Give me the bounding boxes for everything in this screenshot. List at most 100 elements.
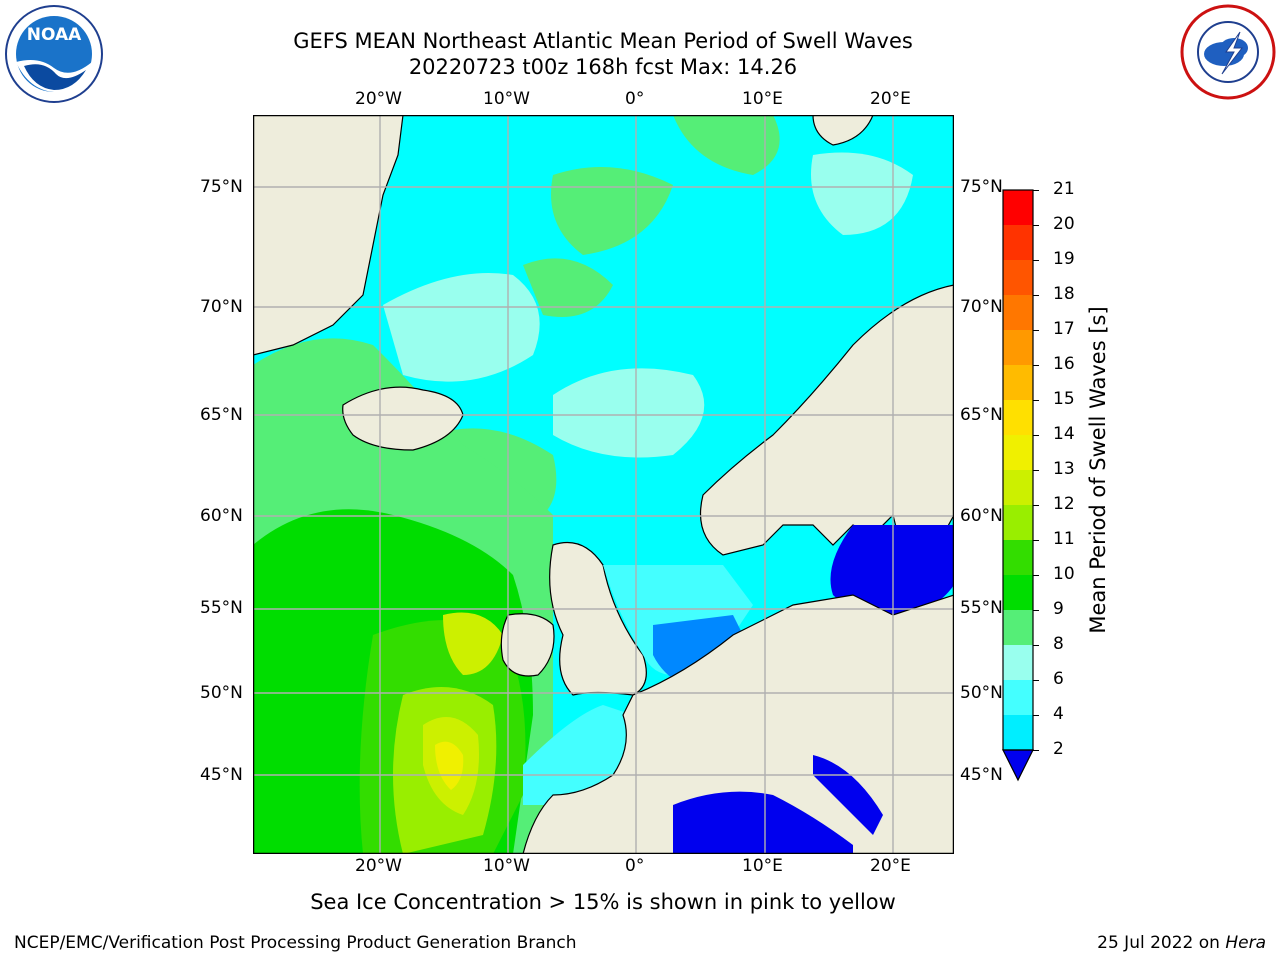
colorbar-tick-mark	[1033, 225, 1039, 226]
colorbar-tick-label: 15	[1053, 389, 1075, 409]
colorbar-tick-label: 12	[1053, 494, 1075, 514]
colorbar-tick-label: 9	[1053, 599, 1064, 619]
svalbard	[812, 115, 874, 146]
swell-period-map	[253, 115, 954, 854]
lon-label-top: 10°W	[483, 89, 530, 109]
credit-date: 25 Jul 2022 on	[1097, 933, 1226, 953]
colorbar-tick-mark	[1033, 190, 1039, 191]
swell-8-9s-north3	[811, 152, 913, 235]
colorbar-band	[1003, 715, 1033, 751]
colorbar-tick-label: 11	[1053, 529, 1075, 549]
colorbar-band	[1003, 575, 1033, 611]
colorbar-band	[1003, 260, 1033, 296]
colorbar-band	[1003, 610, 1033, 646]
lat-label-right: 70°N	[960, 297, 1003, 317]
noaa-logo-text: NOAA	[27, 25, 82, 45]
colorbar-band	[1003, 680, 1033, 716]
lat-label-right: 75°N	[960, 177, 1003, 197]
lon-label-bottom: 10°W	[483, 856, 530, 876]
lat-label-left: 70°N	[200, 297, 243, 317]
colorbar-band	[1003, 295, 1033, 331]
colorbar-tick-mark	[1033, 400, 1039, 401]
greenland	[253, 115, 404, 356]
colorbar-tick-label: 14	[1053, 424, 1075, 444]
colorbar-extend-arrow	[1002, 749, 1034, 782]
colorbar-band	[1003, 400, 1033, 436]
colorbar-tick-mark	[1033, 715, 1039, 716]
colorbar-tick-mark	[1033, 680, 1039, 681]
colorbar-tick-mark	[1033, 365, 1039, 366]
lon-label-top: 10°E	[742, 89, 783, 109]
lat-label-right: 60°N	[960, 506, 1003, 526]
credit-left: NCEP/EMC/Verification Post Processing Pr…	[14, 933, 577, 953]
colorbar-label: Mean Period of Swell Waves [s]	[1086, 306, 1110, 634]
noaa-logo: NOAA	[5, 5, 103, 103]
swell-8-9s-north2	[553, 368, 705, 458]
lon-label-bottom: 20°W	[355, 856, 402, 876]
map-subtitle: 20220723 t00z 168h fcst Max: 14.26	[408, 55, 798, 79]
colorbar-tick-label: 21	[1053, 179, 1075, 199]
colorbar-tick-mark	[1033, 505, 1039, 506]
colorbar-band	[1003, 645, 1033, 681]
colorbar-tick-mark	[1033, 645, 1039, 646]
north-sea	[603, 565, 753, 675]
colorbar	[1002, 189, 1034, 782]
baltic-sea	[830, 525, 954, 615]
colorbar-tick-label: 10	[1053, 564, 1075, 584]
colorbar-tick-label: 2	[1053, 739, 1064, 759]
lat-label-right: 45°N	[960, 765, 1003, 785]
swell-14s-max	[435, 741, 464, 790]
colorbar-band	[1003, 435, 1033, 471]
colorbar-band	[1003, 505, 1033, 541]
swell-9-10s-north2	[673, 115, 780, 175]
colorbar-tick-mark	[1033, 610, 1039, 611]
colorbar-tick-mark	[1033, 575, 1039, 576]
colorbar-tick-label: 16	[1053, 354, 1075, 374]
lat-label-left: 50°N	[200, 683, 243, 703]
map-title: GEFS MEAN Northeast Atlantic Mean Period…	[293, 29, 913, 53]
colorbar-tick-mark	[1033, 295, 1039, 296]
credit-right: 25 Jul 2022 on Hera	[1097, 933, 1266, 953]
lat-label-left: 55°N	[200, 598, 243, 618]
lat-label-right: 65°N	[960, 405, 1003, 425]
map-gridlines	[253, 115, 954, 854]
colorbar-band	[1003, 190, 1033, 226]
lon-label-bottom: 10°E	[742, 856, 783, 876]
lon-label-top: 0°	[625, 89, 645, 109]
swell-9-10s-north3	[523, 258, 613, 317]
lon-label-bottom: 0°	[625, 856, 645, 876]
swell-8-9s-north	[383, 273, 540, 382]
north-sea-low	[653, 615, 743, 685]
colorbar-tick-label: 17	[1053, 319, 1075, 339]
lat-label-right: 50°N	[960, 683, 1003, 703]
colorbar-band	[1003, 330, 1033, 366]
iceland	[342, 386, 464, 451]
swell-12-13s-2	[443, 612, 503, 675]
colorbar-tick-label: 13	[1053, 459, 1075, 479]
colorbar-tick-mark	[1033, 435, 1039, 436]
sea-ice-note: Sea Ice Concentration > 15% is shown in …	[310, 890, 896, 914]
colorbar-tick-mark	[1033, 470, 1039, 471]
colorbar-tick-label: 20	[1053, 214, 1075, 234]
colorbar-band	[1003, 365, 1033, 401]
colorbar-tick-label: 6	[1053, 669, 1064, 689]
credit-host: Hera	[1225, 933, 1266, 953]
lon-label-top: 20°W	[355, 89, 402, 109]
ireland	[500, 613, 555, 677]
colorbar-band	[1003, 470, 1033, 506]
lon-label-top: 20°E	[870, 89, 911, 109]
lat-label-left: 65°N	[200, 405, 243, 425]
colorbar-tick-mark	[1033, 750, 1039, 751]
nws-logo	[1180, 4, 1276, 100]
colorbar-tick-mark	[1033, 260, 1039, 261]
colorbar-band	[1003, 225, 1033, 261]
lat-label-left: 60°N	[200, 506, 243, 526]
colorbar-tick-mark	[1033, 540, 1039, 541]
map-frame	[253, 115, 954, 854]
lat-label-left: 45°N	[200, 765, 243, 785]
colorbar-band	[1003, 540, 1033, 576]
lon-label-bottom: 20°E	[870, 856, 911, 876]
lat-label-right: 55°N	[960, 598, 1003, 618]
swell-9-10s-north	[551, 167, 673, 255]
lat-label-left: 75°N	[200, 177, 243, 197]
